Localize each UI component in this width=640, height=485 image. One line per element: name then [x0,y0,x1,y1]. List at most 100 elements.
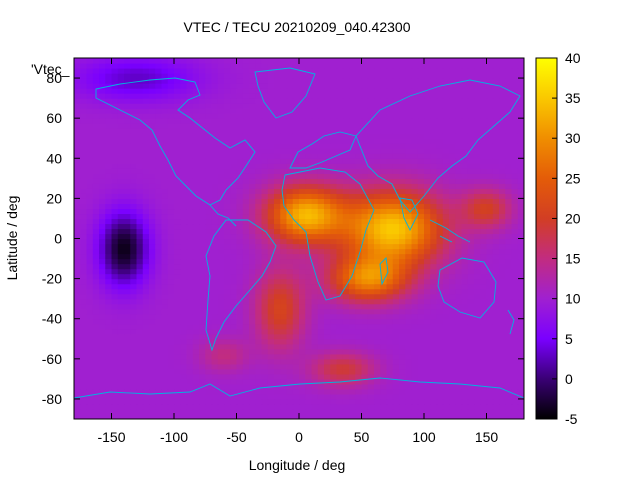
heatmap-cell [137,233,144,239]
heatmap-cell [405,73,412,79]
heatmap-cell [143,188,150,194]
heatmap-cell [424,404,431,410]
heatmap-cell [124,264,131,270]
heatmap-cell [462,364,469,370]
heatmap-cell [368,399,375,405]
heatmap-cell [87,123,94,129]
heatmap-cell [305,354,312,360]
heatmap-cell [124,384,131,390]
heatmap-cell [437,208,444,214]
heatmap-cell [299,319,306,325]
heatmap-cell [418,73,425,79]
heatmap-cell [87,78,94,84]
heatmap-cell [493,193,500,199]
heatmap-cell [362,113,369,119]
heatmap-cell [318,123,325,129]
heatmap-cell [424,304,431,310]
heatmap-cell [474,153,481,159]
heatmap-cell [387,239,394,245]
heatmap-cell [99,103,106,109]
heatmap-cell [87,93,94,99]
heatmap-cell [393,83,400,89]
heatmap-cell [174,289,181,295]
heatmap-cell [199,249,206,255]
heatmap-cell [387,158,394,164]
heatmap-cell [199,269,206,275]
heatmap-cell [412,394,419,400]
heatmap-cell [412,173,419,179]
heatmap-cell [74,374,81,380]
heatmap-cell [168,329,175,335]
heatmap-cell [199,138,206,144]
heatmap-cell [480,339,487,345]
heatmap-cell [305,399,312,405]
heatmap-cell [105,133,112,139]
heatmap-cell [187,369,194,375]
heatmap-cell [393,409,400,415]
heatmap-cell [112,324,119,330]
heatmap-cell [99,294,106,300]
heatmap-cell [305,284,312,290]
heatmap-cell [493,369,500,375]
heatmap-cell [149,294,156,300]
heatmap-cell [87,183,94,189]
heatmap-cell [249,73,256,79]
heatmap-cell [512,269,519,275]
heatmap-cell [343,274,350,280]
heatmap-cell [155,68,162,74]
heatmap-cell [218,379,225,385]
heatmap-cell [355,314,362,320]
heatmap-cell [243,329,250,335]
heatmap-cell [212,284,219,290]
heatmap-cell [443,249,450,255]
heatmap-cell [293,233,300,239]
heatmap-cell [362,93,369,99]
heatmap-cell [362,269,369,275]
heatmap-cell [318,384,325,390]
heatmap-cell [74,178,81,184]
heatmap-cell [330,208,337,214]
heatmap-cell [468,334,475,340]
heatmap-cell [293,264,300,270]
heatmap-cell [212,394,219,400]
heatmap-cell [218,128,225,134]
heatmap-cell [80,158,87,164]
heatmap-cell [218,153,225,159]
heatmap-cell [274,279,281,285]
heatmap-cell [405,188,412,194]
heatmap-cell [374,148,381,154]
heatmap-cell [268,163,275,169]
heatmap-cell [205,379,212,385]
heatmap-cell [330,239,337,245]
heatmap-cell [374,329,381,335]
heatmap-cell [274,183,281,189]
heatmap-cell [199,239,206,245]
heatmap-cell [437,108,444,114]
heatmap-cell [124,399,131,405]
heatmap-cell [387,259,394,265]
heatmap-cell [430,73,437,79]
heatmap-cell [187,314,194,320]
heatmap-cell [324,123,331,129]
heatmap-cell [424,319,431,325]
heatmap-cell [343,329,350,335]
heatmap-cell [318,143,325,149]
heatmap-cell [318,218,325,224]
heatmap-cell [237,193,244,199]
heatmap-cell [155,289,162,295]
heatmap-cell [412,399,419,405]
heatmap-cell [474,274,481,280]
heatmap-cell [368,178,375,184]
heatmap-cell [130,218,137,224]
heatmap-cell [224,193,231,199]
heatmap-cell [174,203,181,209]
heatmap-cell [474,294,481,300]
heatmap-cell [105,233,112,239]
heatmap-cell [262,304,269,310]
heatmap-cell [93,384,100,390]
heatmap-cell [149,223,156,229]
heatmap-cell [237,324,244,330]
heatmap-cell [218,83,225,89]
heatmap-cell [443,254,450,260]
heatmap-cell [455,113,462,119]
